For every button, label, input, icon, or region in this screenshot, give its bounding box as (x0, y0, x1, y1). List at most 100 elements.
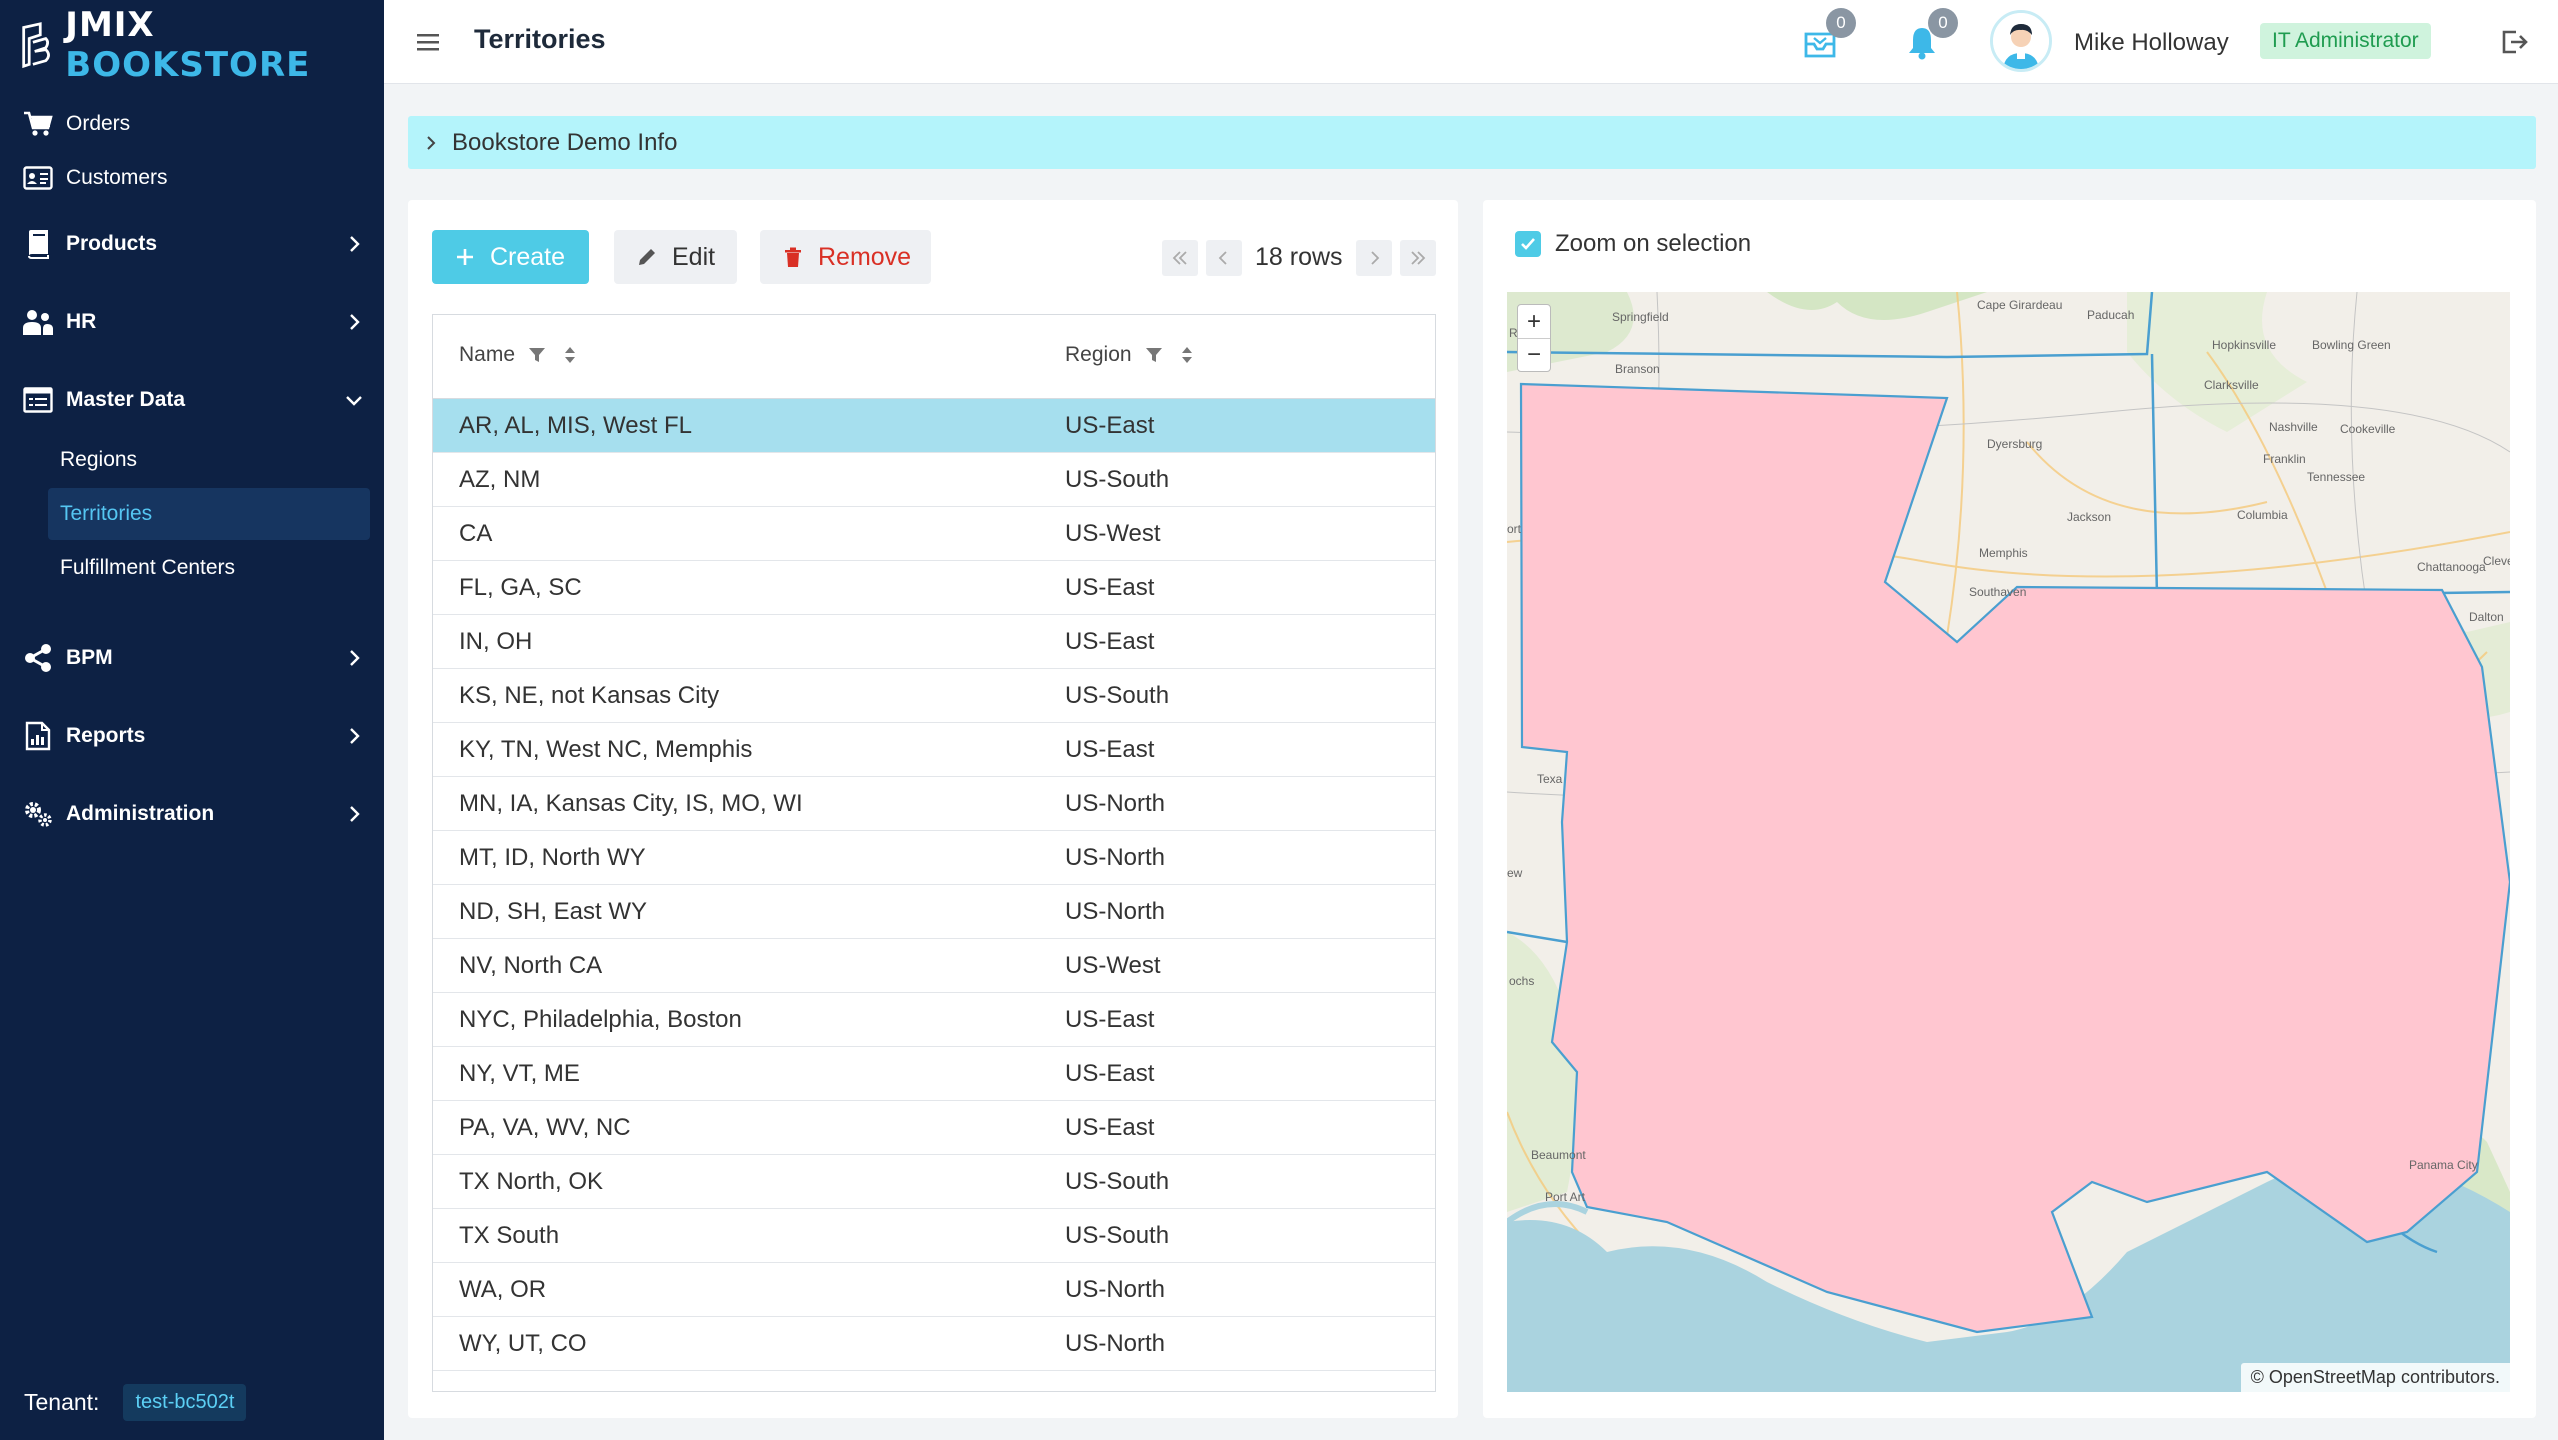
sidebar-item-bpm[interactable]: BPM (0, 633, 384, 683)
table-row[interactable]: AZ, NM US-South (433, 453, 1435, 507)
user-avatar-icon (1993, 13, 2049, 69)
map-label: Columbia (2237, 508, 2288, 522)
table-row[interactable]: NV, North CA US-West (433, 939, 1435, 993)
edit-button[interactable]: Edit (614, 230, 737, 284)
share-icon (22, 642, 54, 674)
table-row[interactable]: KS, NE, not Kansas City US-South (433, 669, 1435, 723)
checkbox-checked-icon (1515, 231, 1541, 257)
map-attribution[interactable]: © OpenStreetMap contributors. (2240, 1363, 2510, 1392)
create-button[interactable]: Create (432, 230, 589, 284)
cell-name: AR, AL, MIS, West FL (459, 412, 692, 439)
remove-button[interactable]: Remove (760, 230, 931, 284)
table-row[interactable]: TX South US-South (433, 1209, 1435, 1263)
table-row[interactable]: KY, TN, West NC, Memphis US-East (433, 723, 1435, 777)
filter-icon[interactable] (1144, 345, 1164, 365)
map-label: Jackson (2067, 510, 2112, 524)
sidebar-item-orders[interactable]: Orders (0, 99, 384, 149)
cell-name: KS, NE, not Kansas City (459, 682, 720, 709)
cell-name: ND, SH, East WY (459, 898, 648, 925)
logo-word-bookstore: BOOKSTORE (65, 45, 311, 85)
chevron-right-icon (350, 650, 360, 666)
territory-map[interactable]: Springfield Cape Girardeau Paducah Hopki… (1507, 292, 2510, 1392)
table-row[interactable]: WA, OR US-North (433, 1263, 1435, 1317)
bookstore-demo-info-banner[interactable]: Bookstore Demo Info (408, 116, 2536, 169)
notifications-count-badge: 0 (1928, 8, 1958, 38)
zoom-out-button[interactable]: − (1518, 338, 1550, 371)
inbox-button[interactable]: 0 (1800, 8, 1856, 62)
hamburger-menu-icon[interactable] (414, 28, 442, 56)
sidebar-item-administration[interactable]: Administration (0, 789, 384, 839)
chevron-right-icon (427, 135, 436, 150)
cell-region: US-East (1065, 1060, 1155, 1087)
user-name[interactable]: Mike Holloway (2074, 29, 2229, 56)
table-row[interactable]: IN, OH US-East (433, 615, 1435, 669)
edit-button-label: Edit (672, 242, 716, 271)
table-row[interactable]: NY, VT, ME US-East (433, 1047, 1435, 1101)
inbox-icon (1804, 32, 1836, 58)
map-label: Springfield (1612, 310, 1669, 324)
sidebar-item-customers[interactable]: Customers (0, 153, 384, 203)
cell-name: NY, VT, ME (459, 1060, 580, 1087)
sort-icon[interactable] (1178, 345, 1196, 365)
sort-icon[interactable] (561, 345, 579, 365)
chevron-right-icon (350, 236, 360, 252)
table-row[interactable]: PA, VA, WV, NC US-East (433, 1101, 1435, 1155)
table-row[interactable]: MN, IA, Kansas City, IS, MO, WI US-North (433, 777, 1435, 831)
cell-region: US-East (1065, 412, 1155, 439)
column-header-name[interactable]: Name (459, 343, 579, 367)
table-row[interactable]: CA US-West (433, 507, 1435, 561)
map-label: ort (1507, 522, 1522, 536)
map-canvas (1507, 292, 2510, 1392)
app-logo[interactable]: JMIX BOOKSTORE (20, 5, 384, 85)
cell-name: AZ, NM (459, 466, 541, 493)
cell-name: NV, North CA (459, 952, 603, 979)
zoom-on-selection-checkbox[interactable]: Zoom on selection (1515, 230, 1751, 258)
table-row[interactable]: WY, UT, CO US-North (433, 1317, 1435, 1371)
chevron-right-icon (350, 728, 360, 744)
column-header-region[interactable]: Region (1065, 343, 1196, 367)
table-row[interactable]: ND, SH, East WY US-North (433, 885, 1435, 939)
sidebar-item-territories[interactable]: Territories (48, 488, 370, 540)
sidebar: JMIX BOOKSTORE Orders Customers Products… (0, 0, 384, 1440)
sidebar-item-reports[interactable]: Reports (0, 711, 384, 761)
notifications-button[interactable]: 0 (1902, 8, 1958, 62)
sidebar-item-label: BPM (66, 646, 113, 669)
previous-page-button[interactable] (1206, 240, 1242, 276)
map-label: Memphis (1979, 546, 2028, 560)
filter-icon[interactable] (527, 345, 547, 365)
last-page-button[interactable] (1400, 240, 1436, 276)
tenant-badge: test-bc502t (123, 1384, 247, 1421)
cell-region: US-East (1065, 1114, 1155, 1141)
cell-name: MT, ID, North WY (459, 844, 646, 871)
sidebar-item-hr[interactable]: HR (0, 297, 384, 347)
sidebar-item-master-data[interactable]: Master Data (0, 375, 384, 425)
zoom-in-button[interactable]: + (1526, 307, 1541, 335)
map-label: Clarksville (2204, 378, 2259, 392)
table-row[interactable]: FL, GA, SC US-East (433, 561, 1435, 615)
table-row[interactable]: NYC, Philadelphia, Boston US-East (433, 993, 1435, 1047)
sidebar-item-regions[interactable]: Regions (48, 434, 370, 486)
column-header-label: Region (1065, 343, 1132, 366)
avatar[interactable] (1990, 10, 2052, 72)
map-label: Tennessee (2307, 470, 2366, 484)
cell-name: KY, TN, West NC, Memphis (459, 736, 753, 763)
column-header-label: Name (459, 343, 516, 366)
table-row[interactable]: TX North, OK US-South (433, 1155, 1435, 1209)
page-title: Territories (474, 24, 606, 54)
cell-region: US-North (1065, 898, 1166, 925)
map-label: Beaumont (1531, 1148, 1586, 1162)
sidebar-item-label: HR (66, 310, 97, 333)
double-chevron-right-icon (1411, 251, 1426, 265)
first-page-button[interactable] (1162, 240, 1198, 276)
next-page-button[interactable] (1356, 240, 1392, 276)
sidebar-item-fulfillment-centers[interactable]: Fulfillment Centers (48, 542, 370, 594)
trash-icon (785, 247, 801, 267)
logout-icon[interactable] (2498, 26, 2530, 58)
cell-name: PA, VA, WV, NC (459, 1114, 631, 1141)
chevron-down-icon (346, 396, 362, 406)
table-row[interactable]: AR, AL, MIS, West FL US-East (433, 399, 1435, 453)
table-row[interactable]: MT, ID, North WY US-North (433, 831, 1435, 885)
territories-table: Name Region AR, AL, MIS, West FL US-East A… (432, 314, 1436, 1392)
sidebar-item-products[interactable]: Products (0, 219, 384, 269)
tenant-label: Tenant: (24, 1389, 100, 1415)
